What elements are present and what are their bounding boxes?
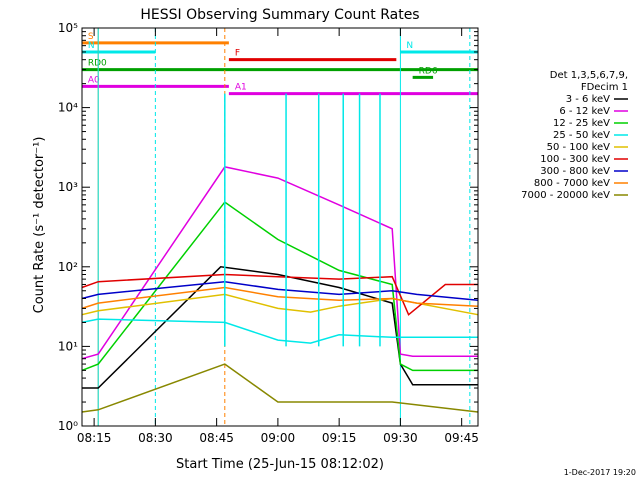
legend-label: 300 - 800 keV (540, 166, 610, 177)
legend-header: FDecim 1 (581, 82, 628, 93)
x-tick-label: 09:45 (444, 431, 479, 445)
span-label-n: N (406, 41, 413, 51)
y-tick-label: 10³ (58, 180, 78, 194)
footer-date: 1-Dec-2017 19:20 (564, 468, 636, 477)
series-12-25-kev (81, 201, 478, 372)
legend-label: 6 - 12 keV (559, 106, 610, 117)
legend-label: 7000 - 20000 keV (521, 190, 610, 201)
series-50-100-kev (81, 293, 479, 316)
axis-ticks: 08:15 08:30 08:45 09:00 09:15 09:30 09:45 10⁰ 10… (58, 21, 479, 445)
y-tick-label: 10⁵ (58, 21, 78, 35)
y-tick-label: 10¹ (58, 339, 78, 353)
legend-label: 50 - 100 keV (547, 142, 611, 153)
x-tick-label: 09:15 (322, 431, 357, 445)
legend-label: 25 - 50 keV (553, 130, 610, 141)
span-label-s: S (88, 32, 94, 42)
legend-label: 100 - 300 keV (540, 154, 610, 165)
span-label-rd6: RD6 (419, 66, 438, 76)
y-tick-label: 10⁴ (58, 101, 78, 115)
span-label-f: F (235, 49, 240, 59)
span-label-rd0: RD0 (88, 59, 107, 69)
chart-title: HESSI Observing Summary Count Rates (140, 7, 419, 23)
legend-label: 800 - 7000 keV (534, 178, 610, 189)
y-tick-label: 10² (58, 260, 78, 274)
attenuator-spikes (224, 93, 381, 347)
x-tick-label: 08:45 (199, 431, 234, 445)
series-7000-20000-kev (81, 363, 479, 413)
legend-label: 3 - 6 keV (566, 94, 610, 105)
span-label-n: N (88, 41, 95, 51)
y-tick-label: 10⁰ (58, 419, 78, 433)
legend-label: 12 - 25 keV (553, 118, 610, 129)
series-3-6-kev (81, 266, 478, 389)
series-25-50-kev (81, 318, 478, 344)
plot-frame (81, 27, 479, 427)
x-tick-label: 08:30 (138, 431, 173, 445)
span-label-a0: A0 (88, 75, 100, 85)
series-lines (81, 166, 479, 413)
series-100-300-kev (81, 273, 478, 316)
series-300-800-kev (81, 280, 479, 301)
x-axis-label: Start Time (25-Jun-15 08:12:02) (176, 457, 384, 472)
x-tick-label: 09:30 (383, 431, 418, 445)
x-tick-label: 09:00 (261, 431, 296, 445)
x-tick-label: 08:15 (77, 431, 112, 445)
y-axis-label: Count Rate (s⁻¹ detector⁻¹) (32, 137, 47, 314)
series-6-12-kev (81, 166, 478, 360)
legend-header: Det 1,3,5,6,7,9, (550, 70, 628, 81)
span-label-a1: A1 (235, 83, 247, 93)
series-800-7000-kev (81, 286, 479, 310)
